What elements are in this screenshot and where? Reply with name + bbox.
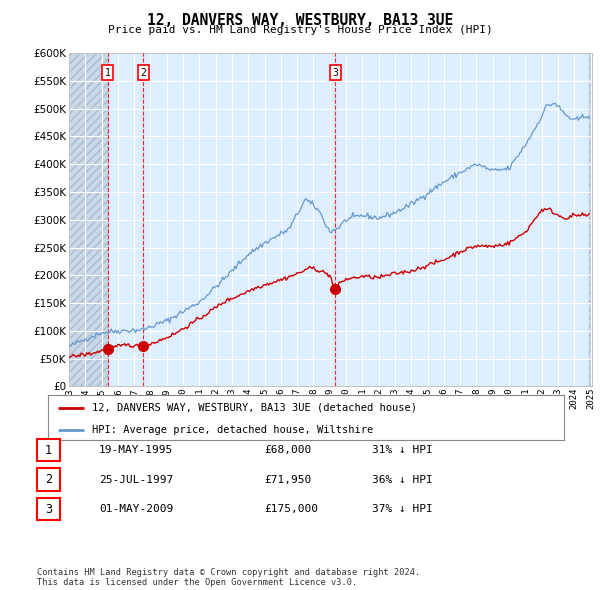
Text: 2: 2: [45, 473, 52, 486]
Text: 36% ↓ HPI: 36% ↓ HPI: [372, 475, 433, 484]
Text: 19-MAY-1995: 19-MAY-1995: [99, 445, 173, 455]
Bar: [589, 53, 592, 386]
Text: Price paid vs. HM Land Registry's House Price Index (HPI): Price paid vs. HM Land Registry's House …: [107, 25, 493, 35]
Text: Contains HM Land Registry data © Crown copyright and database right 2024.
This d: Contains HM Land Registry data © Crown c…: [37, 568, 421, 587]
Bar: [589, 53, 592, 386]
Text: £175,000: £175,000: [264, 504, 318, 514]
Text: 31% ↓ HPI: 31% ↓ HPI: [372, 445, 433, 455]
Text: HPI: Average price, detached house, Wiltshire: HPI: Average price, detached house, Wilt…: [92, 425, 373, 435]
Text: 2: 2: [140, 67, 146, 77]
Text: 1: 1: [45, 444, 52, 457]
Text: 25-JUL-1997: 25-JUL-1997: [99, 475, 173, 484]
Text: 37% ↓ HPI: 37% ↓ HPI: [372, 504, 433, 514]
Bar: [69, 53, 108, 386]
Text: 1: 1: [105, 67, 111, 77]
Text: 3: 3: [332, 67, 338, 77]
Text: 12, DANVERS WAY, WESTBURY, BA13 3UE: 12, DANVERS WAY, WESTBURY, BA13 3UE: [147, 13, 453, 28]
Text: 3: 3: [45, 503, 52, 516]
Text: £68,000: £68,000: [264, 445, 311, 455]
Text: £71,950: £71,950: [264, 475, 311, 484]
Bar: [69, 53, 108, 386]
Text: 01-MAY-2009: 01-MAY-2009: [99, 504, 173, 514]
Text: 12, DANVERS WAY, WESTBURY, BA13 3UE (detached house): 12, DANVERS WAY, WESTBURY, BA13 3UE (det…: [92, 403, 417, 412]
